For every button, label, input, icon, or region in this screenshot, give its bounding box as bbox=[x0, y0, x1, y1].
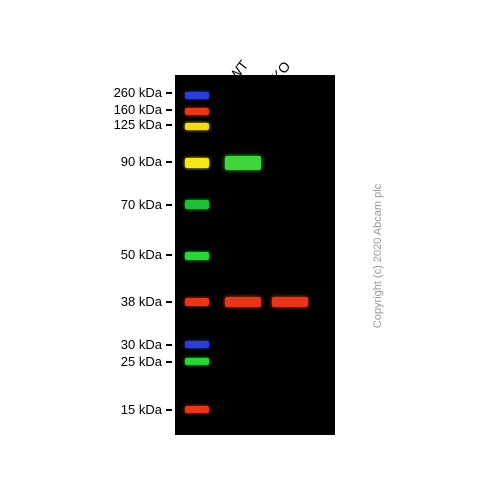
mw-label: 38 kDa bbox=[92, 294, 162, 309]
mw-tick bbox=[166, 204, 172, 206]
copyright-text: Copyright (c) 2020 Abcam plc bbox=[372, 184, 384, 328]
ladder-band bbox=[185, 358, 209, 365]
mw-label: 30 kDa bbox=[92, 337, 162, 352]
ladder-band bbox=[185, 158, 209, 168]
ladder-band bbox=[185, 200, 209, 209]
ladder-band bbox=[185, 406, 209, 413]
mw-tick bbox=[166, 344, 172, 346]
sample-band-wt bbox=[225, 297, 261, 307]
mw-label: 50 kDa bbox=[92, 247, 162, 262]
mw-tick bbox=[166, 124, 172, 126]
sample-band-wt bbox=[225, 156, 261, 170]
mw-label: 70 kDa bbox=[92, 197, 162, 212]
ladder-band bbox=[185, 341, 209, 348]
ladder-band bbox=[185, 298, 209, 306]
mw-tick bbox=[166, 409, 172, 411]
mw-tick bbox=[166, 254, 172, 256]
mw-label: 90 kDa bbox=[92, 154, 162, 169]
mw-label: 260 kDa bbox=[92, 85, 162, 100]
ladder-band bbox=[185, 252, 209, 260]
mw-tick bbox=[166, 161, 172, 163]
ladder-band bbox=[185, 92, 209, 99]
mw-tick bbox=[166, 301, 172, 303]
mw-tick bbox=[166, 92, 172, 94]
mw-tick bbox=[166, 109, 172, 111]
ladder-band bbox=[185, 123, 209, 130]
mw-tick bbox=[166, 361, 172, 363]
mw-label: 15 kDa bbox=[92, 402, 162, 417]
mw-label: 125 kDa bbox=[92, 117, 162, 132]
ladder-band bbox=[185, 108, 209, 115]
mw-label: 160 kDa bbox=[92, 102, 162, 117]
western-blot-figure: WT KO 260 kDa160 kDa125 kDa90 kDa70 kDa5… bbox=[0, 0, 500, 500]
mw-label: 25 kDa bbox=[92, 354, 162, 369]
sample-band-ko bbox=[272, 297, 308, 307]
